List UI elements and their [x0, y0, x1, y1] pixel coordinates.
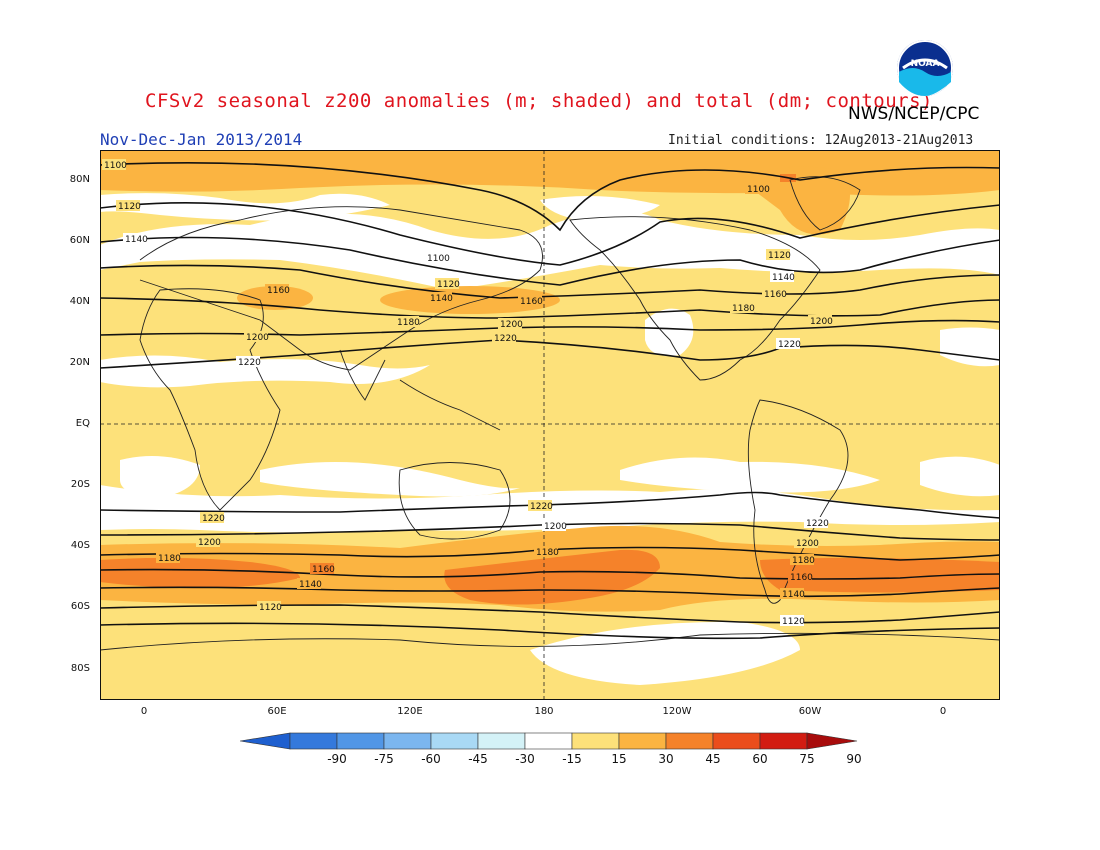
- contour-label: 1120: [118, 202, 141, 212]
- map-frame: [100, 150, 1000, 700]
- initial-conditions-label: Initial conditions: 12Aug2013-21Aug2013: [668, 133, 974, 148]
- contour-label: 1160: [764, 290, 787, 300]
- contour-labels: 1100 1120 1140 1160 1200 1220 1100 1120 …: [102, 159, 833, 627]
- colorbar: [240, 732, 858, 750]
- page-title: CFSv2 seasonal z200 anomalies (m; shaded…: [145, 90, 933, 112]
- contour-label: 1220: [202, 514, 225, 524]
- contour-label: 1160: [267, 286, 290, 296]
- colorbar-label: -45: [468, 752, 488, 766]
- contour-label: 1220: [238, 358, 261, 368]
- colorbar-segment: [712, 732, 761, 750]
- lat-tick-label: 60N: [69, 235, 90, 246]
- anomaly-shading-neutral: [120, 456, 200, 498]
- colorbar-label: 30: [658, 752, 674, 766]
- noaa-logo-text: NOAA: [911, 59, 940, 69]
- lat-tick-label: EQ: [75, 418, 90, 429]
- anomaly-shading-neutral: [260, 462, 520, 497]
- anomaly-shading-neutral: [100, 211, 1000, 290]
- coastlines: [100, 176, 1000, 651]
- colorbar-label: -60: [421, 752, 441, 766]
- colorbar-label: 90: [846, 752, 862, 766]
- contour-label: 1140: [125, 235, 148, 245]
- contour-label: 1180: [732, 304, 755, 314]
- agency-label: NWS/NCEP/CPC: [848, 104, 980, 124]
- lon-tick-label: 60E: [267, 706, 287, 717]
- contour-label: 1220: [778, 340, 801, 350]
- colorbar-segment: [759, 732, 808, 750]
- contour-label: 1200: [500, 320, 523, 330]
- colorbar-label: 60: [752, 752, 768, 766]
- anomaly-shading-30-45: [380, 286, 560, 314]
- contour-label: 1180: [158, 554, 181, 564]
- anomaly-shading-neutral: [920, 456, 1000, 497]
- colorbar-label: 15: [611, 752, 627, 766]
- lon-tick-label: 60W: [798, 706, 822, 717]
- season-label: Nov-Dec-Jan 2013/2014: [100, 130, 303, 149]
- lon-tick-label: 120W: [662, 706, 692, 717]
- colorbar-segment: [336, 732, 385, 750]
- contour-label: 1220: [530, 502, 553, 512]
- lat-tick-label: 60S: [70, 601, 90, 612]
- contour-label: 1160: [312, 565, 335, 575]
- contour-label: 1100: [427, 254, 450, 264]
- colorbar-segment: [618, 732, 667, 750]
- colorbar-label: -75: [374, 752, 394, 766]
- contour-label: 1140: [772, 273, 795, 283]
- lat-tick-label: 80N: [69, 174, 90, 185]
- contour-label: 1140: [782, 590, 805, 600]
- anomaly-shading-neutral: [645, 308, 694, 356]
- contour-label: 1100: [104, 161, 127, 171]
- colorbar-label: 45: [705, 752, 721, 766]
- lat-tick-label: 20N: [69, 357, 90, 368]
- colorbar-segment: [477, 732, 526, 750]
- anomaly-shading-neutral: [540, 196, 660, 220]
- colorbar-label: -90: [327, 752, 347, 766]
- colorbar-segment: [571, 732, 620, 750]
- lat-tick-label: 40N: [69, 296, 90, 307]
- colorbar-segment: [430, 732, 479, 750]
- lon-tick-label: 180: [534, 706, 554, 717]
- contour-label: 1100: [747, 185, 770, 195]
- colorbar-label: -30: [515, 752, 535, 766]
- contour-label: 1120: [437, 280, 460, 290]
- colorbar-arrow-high: [806, 732, 858, 750]
- anomaly-shading-45-60: [760, 557, 1000, 593]
- colorbar-label: 75: [799, 752, 815, 766]
- colorbar-segment: [289, 732, 338, 750]
- contour-label: 1160: [790, 573, 813, 583]
- contour-label: 1140: [299, 580, 322, 590]
- contour-label: 1200: [544, 522, 567, 532]
- colorbar-arrow-low: [240, 732, 291, 750]
- contour-label: 1140: [430, 294, 453, 304]
- contour-label: 1200: [796, 539, 819, 549]
- contour-label: 1180: [397, 318, 420, 328]
- contour-label: 1220: [494, 334, 517, 344]
- contour-label: 1120: [768, 251, 791, 261]
- lon-tick-label: 0: [140, 706, 148, 717]
- colorbar-segment: [524, 732, 573, 750]
- contour-label: 1200: [246, 333, 269, 343]
- noaa-logo-icon: NOAA: [897, 40, 953, 96]
- lat-tick-label: 80S: [70, 663, 90, 674]
- anomaly-shading-neutral: [100, 193, 390, 221]
- contour-label: 1120: [259, 603, 282, 613]
- contour-label: 1220: [806, 519, 829, 529]
- contour-label: 1160: [520, 297, 543, 307]
- contour-label: 1200: [198, 538, 221, 548]
- contour-label: 1180: [792, 556, 815, 566]
- lon-tick-label: 0: [939, 706, 947, 717]
- anomaly-shading-45-60: [100, 557, 300, 589]
- anomaly-shading-neutral: [940, 327, 1000, 367]
- lon-tick-label: 120E: [397, 706, 423, 717]
- colorbar-segment: [383, 732, 432, 750]
- anomaly-map: 1100 1120 1140 1160 1200 1220 1100 1120 …: [100, 150, 1000, 700]
- contour-label: 1180: [536, 548, 559, 558]
- lat-tick-label: 20S: [70, 479, 90, 490]
- colorbar-label: -15: [562, 752, 582, 766]
- lat-tick-label: 40S: [70, 540, 90, 551]
- colorbar-segment: [665, 732, 714, 750]
- contour-label: 1120: [782, 617, 805, 627]
- contour-label: 1200: [810, 317, 833, 327]
